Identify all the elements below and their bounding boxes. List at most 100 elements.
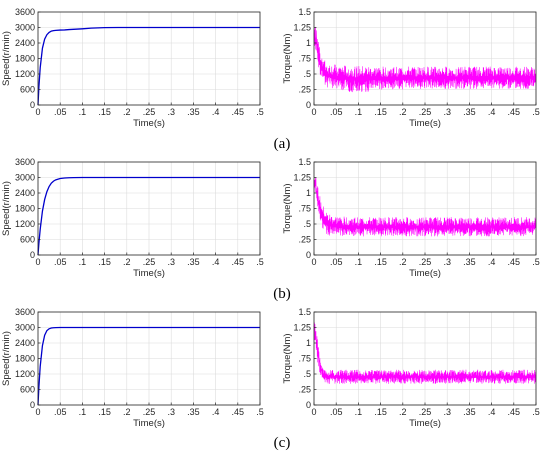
y-tick-label: .5 [303, 69, 311, 79]
chart-a-torque: 0 .05 .1 .15 .2 .25 .3 .35 .4 .45 .5 0 .25 .5 .75 1 1.25… [282, 7, 540, 129]
y-tick-label: 1 [306, 188, 311, 198]
x-axis-label: Time(s) [133, 118, 165, 129]
x-axis-label: Time(s) [409, 418, 441, 429]
y-axis-label: Torque(Nm) [282, 333, 293, 383]
y-tick-label: 0 [30, 100, 35, 110]
y-tick-label: 2400 [15, 338, 35, 348]
x-tick-label: .45 [508, 107, 521, 117]
x-tick-label: .05 [54, 407, 67, 417]
x-tick-label: .15 [374, 107, 387, 117]
x-tick-label: .35 [463, 107, 476, 117]
x-tick-label: 0 [311, 107, 316, 117]
x-tick-label: .1 [355, 107, 363, 117]
x-tick-label: .45 [508, 257, 521, 267]
y-tick-label: 3600 [15, 157, 35, 167]
y-tick-label: .75 [298, 204, 311, 214]
x-tick-label: .4 [488, 257, 496, 267]
x-tick-label: .35 [463, 407, 476, 417]
y-tick-label: 600 [20, 235, 35, 245]
x-tick-label: .05 [54, 107, 67, 117]
y-tick-label: .5 [303, 369, 311, 379]
x-tick-label: .45 [232, 257, 245, 267]
x-tick-label: .05 [54, 257, 67, 267]
torque-series-band [313, 322, 537, 384]
y-tick-label: 600 [20, 385, 35, 395]
x-tick-label: .15 [98, 257, 111, 267]
x-tick-label: .3 [443, 257, 451, 267]
y-tick-label: 1800 [15, 204, 35, 214]
chart-b-speed: 0 .05 .1 .15 .2 .25 .3 .35 .4 .45 .5 0 600 1200 1800 24… [1, 157, 264, 279]
x-tick-label: .3 [443, 407, 451, 417]
x-tick-label: .3 [167, 407, 175, 417]
y-tick-label: .25 [298, 385, 311, 395]
y-tick-label: .25 [298, 235, 311, 245]
y-axis-label: Speed(r/min) [1, 331, 12, 386]
chart-c-speed: 0 .05 .1 .15 .2 .25 .3 .35 .4 .45 .5 0 600 1200 1800 24… [1, 307, 264, 429]
x-tick-label: .45 [232, 107, 245, 117]
y-tick-label: .75 [298, 354, 311, 364]
y-tick-label: 3000 [15, 23, 35, 33]
x-tick-label: .2 [399, 257, 407, 267]
y-axis-label: Torque(Nm) [282, 33, 293, 83]
torque-series-band [313, 26, 537, 93]
x-tick-label: .2 [123, 107, 131, 117]
x-tick-label: .35 [463, 257, 476, 267]
x-tick-label: .4 [212, 257, 220, 267]
x-tick-label: .3 [443, 107, 451, 117]
y-tick-label: 1200 [15, 219, 35, 229]
x-tick-label: .4 [488, 107, 496, 117]
y-tick-label: .75 [298, 54, 311, 64]
x-tick-label: .2 [399, 407, 407, 417]
y-axis-label: Speed(r/min) [1, 31, 12, 86]
x-tick-label: 0 [35, 407, 40, 417]
x-tick-label: .15 [98, 107, 111, 117]
y-tick-label: 1200 [15, 369, 35, 379]
x-tick-label: .05 [330, 407, 343, 417]
x-tick-label: .25 [419, 107, 432, 117]
y-tick-label: 600 [20, 85, 35, 95]
y-axis-label: Speed(r/min) [1, 181, 12, 236]
x-tick-label: .2 [399, 107, 407, 117]
y-tick-label: 1.5 [298, 7, 311, 17]
y-tick-label: .25 [298, 85, 311, 95]
x-tick-label: .15 [374, 407, 387, 417]
x-tick-label: .1 [79, 407, 87, 417]
y-tick-label: 1.25 [293, 23, 311, 33]
y-tick-label: 0 [306, 100, 311, 110]
x-tick-label: .25 [143, 407, 156, 417]
y-tick-label: 1800 [15, 54, 35, 64]
chart-a-speed: 0 .05 .1 .15 .2 .25 .3 .35 .4 .45 .5 0 600 1200 1800 24… [1, 7, 264, 129]
x-tick-label: .4 [212, 407, 220, 417]
panel-label: (a) [274, 136, 291, 152]
x-tick-label: .5 [256, 257, 264, 267]
x-tick-label: .05 [330, 107, 343, 117]
x-tick-label: .5 [532, 257, 540, 267]
chart-c-torque: 0 .05 .1 .15 .2 .25 .3 .35 .4 .45 .5 0 .25 .5 .75 1 1.25… [282, 307, 540, 429]
y-tick-label: 1 [306, 338, 311, 348]
x-tick-label: .5 [256, 107, 264, 117]
x-tick-label: .2 [123, 407, 131, 417]
x-axis-label: Time(s) [133, 268, 165, 279]
y-tick-label: 3600 [15, 7, 35, 17]
x-tick-label: .4 [488, 407, 496, 417]
y-tick-label: 0 [30, 400, 35, 410]
speed-series-line [37, 326, 260, 406]
x-tick-label: .25 [419, 257, 432, 267]
x-tick-label: .1 [355, 257, 363, 267]
x-tick-label: .35 [187, 407, 200, 417]
x-tick-label: .25 [143, 257, 156, 267]
x-tick-label: .45 [232, 407, 245, 417]
x-tick-label: .45 [508, 407, 521, 417]
panel-label: (b) [273, 286, 291, 302]
y-tick-label: 3000 [15, 323, 35, 333]
x-tick-label: .4 [212, 107, 220, 117]
x-tick-label: .1 [355, 407, 363, 417]
torque-series-band [313, 177, 537, 237]
x-axis-label: Time(s) [409, 268, 441, 279]
x-tick-label: .3 [167, 257, 175, 267]
x-tick-label: .25 [419, 407, 432, 417]
y-tick-label: 0 [30, 250, 35, 260]
y-tick-label: 3600 [15, 307, 35, 317]
x-tick-label: .05 [330, 257, 343, 267]
